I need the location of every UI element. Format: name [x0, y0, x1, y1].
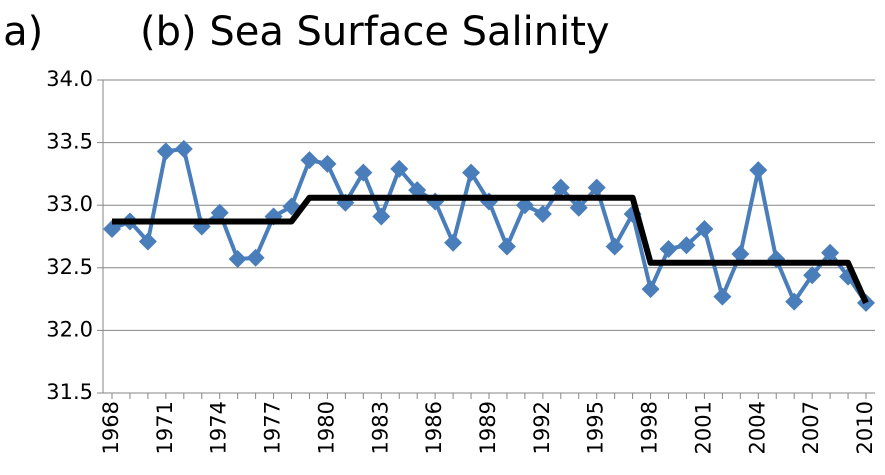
- y-tick-label: 33.5: [46, 130, 93, 154]
- marker: [354, 163, 373, 182]
- y-tick-label: 34.0: [46, 67, 93, 91]
- marker: [533, 204, 552, 223]
- marker: [444, 233, 463, 252]
- marker: [390, 159, 409, 178]
- marker: [515, 196, 534, 215]
- marker: [677, 236, 696, 255]
- marker: [803, 266, 822, 285]
- marker: [103, 219, 121, 238]
- marker: [138, 232, 157, 251]
- marker: [246, 248, 265, 267]
- marker: [210, 203, 229, 222]
- marker: [497, 237, 516, 256]
- x-tick-label: 1971: [153, 401, 177, 454]
- marker: [174, 139, 193, 158]
- marker: [605, 237, 624, 256]
- x-tick-label: 2010: [853, 401, 877, 454]
- x-tick-label: 1995: [584, 401, 608, 454]
- marker: [641, 280, 660, 299]
- x-tick-label: 1968: [99, 401, 123, 454]
- x-tick-label: 1986: [422, 401, 446, 454]
- x-tick-label: 1998: [638, 401, 662, 454]
- marker: [821, 243, 840, 262]
- marker: [318, 154, 337, 173]
- y-tick-label: 32.0: [46, 317, 93, 341]
- x-tick-label: 1983: [368, 401, 392, 454]
- x-tick-label: 1980: [314, 401, 338, 454]
- annotation: la): [0, 9, 43, 55]
- chart-title: (b) Sea Surface Salinity: [140, 9, 610, 55]
- marker: [551, 178, 570, 197]
- marker: [372, 207, 391, 226]
- marker: [408, 181, 427, 200]
- marker: [659, 240, 678, 259]
- y-tick-label: 33.0: [46, 192, 93, 216]
- marker: [749, 161, 768, 180]
- marker: [785, 292, 804, 311]
- marker: [713, 287, 732, 306]
- marker: [731, 245, 750, 264]
- y-tick-label: 32.5: [46, 255, 93, 279]
- x-tick-label: 1977: [261, 401, 285, 454]
- x-tick-label: 1989: [476, 401, 500, 454]
- y-tick-label: 31.5: [46, 380, 93, 404]
- x-tick-label: 2004: [745, 401, 769, 454]
- x-tick-label: 2001: [691, 401, 715, 454]
- marker: [228, 250, 247, 269]
- marker: [462, 163, 481, 182]
- x-tick-label: 1992: [530, 401, 554, 454]
- x-tick-label: 2007: [799, 401, 823, 454]
- marker: [569, 198, 588, 217]
- x-tick-label: 1974: [207, 401, 231, 454]
- marker: [587, 178, 606, 197]
- marker: [300, 151, 319, 170]
- marker: [695, 219, 714, 238]
- marker: [156, 142, 175, 161]
- series-line: [112, 194, 869, 305]
